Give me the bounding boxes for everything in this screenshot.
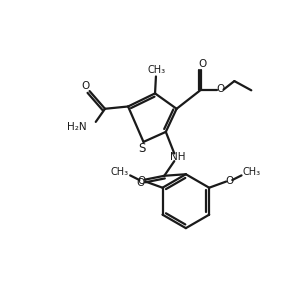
Text: O: O — [136, 178, 145, 189]
Text: NH: NH — [171, 152, 186, 162]
Text: O: O — [226, 176, 234, 186]
Text: O: O — [216, 84, 225, 94]
Text: CH₃: CH₃ — [242, 167, 260, 177]
Text: O: O — [82, 81, 90, 91]
Text: H₂N: H₂N — [67, 122, 86, 132]
Text: CH₃: CH₃ — [148, 65, 166, 75]
Text: CH₃: CH₃ — [110, 167, 128, 177]
Text: S: S — [138, 142, 146, 154]
Text: O: O — [198, 59, 206, 69]
Text: O: O — [138, 176, 146, 186]
